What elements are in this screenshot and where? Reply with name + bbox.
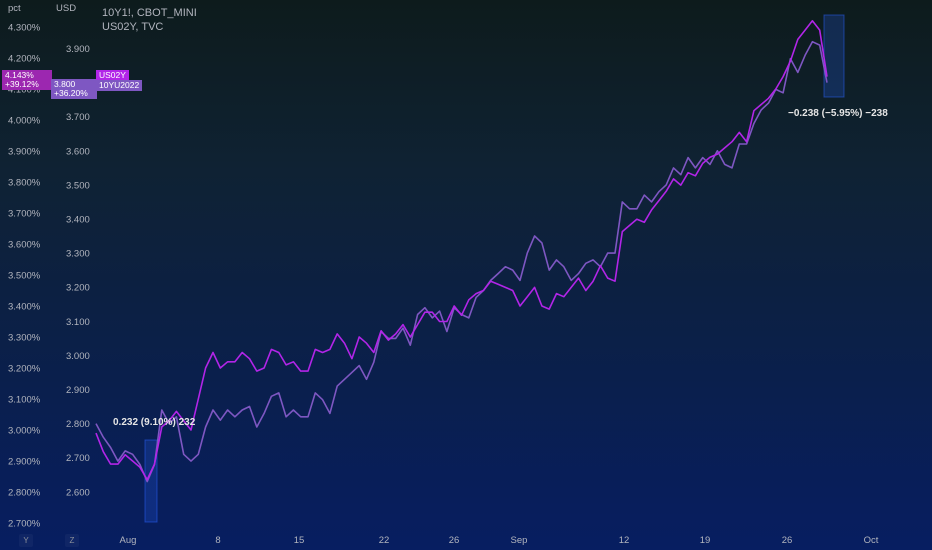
measurement-box-end (823, 14, 845, 98)
contract-label-badge: 10YU2022 (96, 80, 143, 91)
time-axis-tick: 15 (294, 535, 305, 546)
measurement-label-start: 0.232 (9.10%) 232 (113, 417, 196, 428)
time-axis-tick: Aug (120, 535, 137, 546)
legend-series-us02y[interactable]: US02Y, TVC (102, 21, 164, 33)
series-layer (95, 19, 828, 483)
mid-price-axis: USD 3.900 3.800 3.700 3.600 3.500 3.400 3.300 3… (56, 3, 90, 498)
time-axis-tick: 12 (619, 535, 630, 546)
left-axis-tick: 4.000% (8, 116, 41, 127)
left-axis-tick: 4.300% (8, 23, 41, 34)
log-scale-toggle[interactable]: Y (19, 534, 33, 547)
mid-axis-tick: 2.900 (66, 385, 90, 396)
mid-axis-tick: 2.600 (66, 487, 90, 498)
time-axis: Aug 8 15 22 26 Sep 12 19 26 Oct (120, 535, 879, 546)
mid-axis-tick: 3.300 (66, 249, 90, 260)
measurement-box-start (144, 439, 158, 523)
legend: 10Y1!, CBOT_MINI US02Y, TVC (102, 6, 197, 34)
left-axis-tick: 3.900% (8, 147, 41, 158)
mid-axis-tick: 3.700 (66, 112, 90, 123)
left-axis-tick: 3.400% (8, 302, 41, 313)
mid-axis-tick: 2.800 (66, 419, 90, 430)
mid-axis-tick: 3.000 (66, 351, 90, 362)
left-axis-unit: pct (8, 3, 21, 14)
time-axis-tick: 26 (449, 535, 460, 546)
mid-axis-unit: USD (56, 3, 76, 14)
left-axis-tick: 3.800% (8, 178, 41, 189)
left-price-badge: 4.143% +39.12% (2, 70, 52, 90)
mid-axis-tick: 3.200 (66, 283, 90, 294)
left-axis-tick: 3.700% (8, 209, 41, 220)
time-axis-tick: Oct (864, 535, 879, 546)
mid-axis-tick: 3.100 (66, 317, 90, 328)
time-axis-tick: Sep (511, 535, 528, 546)
mid-price-badge: 3.800 +36.20% (51, 79, 97, 99)
series-line-us02y-tvc (95, 19, 828, 481)
mid-axis-tick: 2.700 (66, 453, 90, 464)
us02y-label-badge: US02Y (96, 70, 129, 81)
left-axis-tick: 3.600% (8, 240, 41, 251)
legend-series-10y[interactable]: 10Y1!, CBOT_MINI (102, 7, 197, 19)
left-axis-tick: 2.800% (8, 488, 41, 499)
time-axis-tick: 26 (782, 535, 793, 546)
mid-axis-tick: 3.400 (66, 215, 90, 226)
left-axis-tick: 3.200% (8, 364, 41, 375)
mid-price-change: +36.20% (54, 88, 88, 98)
left-axis-tick: 4.200% (8, 54, 41, 65)
left-axis-tick: 2.700% (8, 519, 41, 530)
measurement-label-end: −0.238 (−5.95%) −238 (788, 108, 888, 119)
time-axis-tick: 8 (215, 535, 220, 546)
left-axis-tick: 3.000% (8, 426, 41, 437)
mid-axis-tick: 3.500 (66, 180, 90, 191)
mid-axis-tick: 3.600 (66, 146, 90, 157)
zoom-toggle[interactable]: Z (65, 534, 79, 547)
left-axis-tick: 3.500% (8, 271, 41, 282)
mid-axis-tick: 3.900 (66, 44, 90, 55)
left-axis-tick: 3.300% (8, 333, 41, 344)
left-axis-tick: 3.100% (8, 395, 41, 406)
left-axis-tick: 4.100% (8, 85, 41, 96)
mid-price-value: 3.800 (54, 79, 76, 89)
left-price-value: 4.143% (5, 70, 34, 80)
time-axis-tick: 19 (700, 535, 711, 546)
time-axis-tick: 22 (379, 535, 390, 546)
left-axis-tick: 2.900% (8, 457, 41, 468)
series-line-10y-cbot-mini (95, 40, 828, 483)
left-price-axis: pct 4.300% 4.200% 4.100% 4.000% 3.900% 3.800%… (8, 3, 41, 530)
measure-layer (144, 14, 845, 523)
left-price-change: +39.12% (5, 79, 39, 89)
